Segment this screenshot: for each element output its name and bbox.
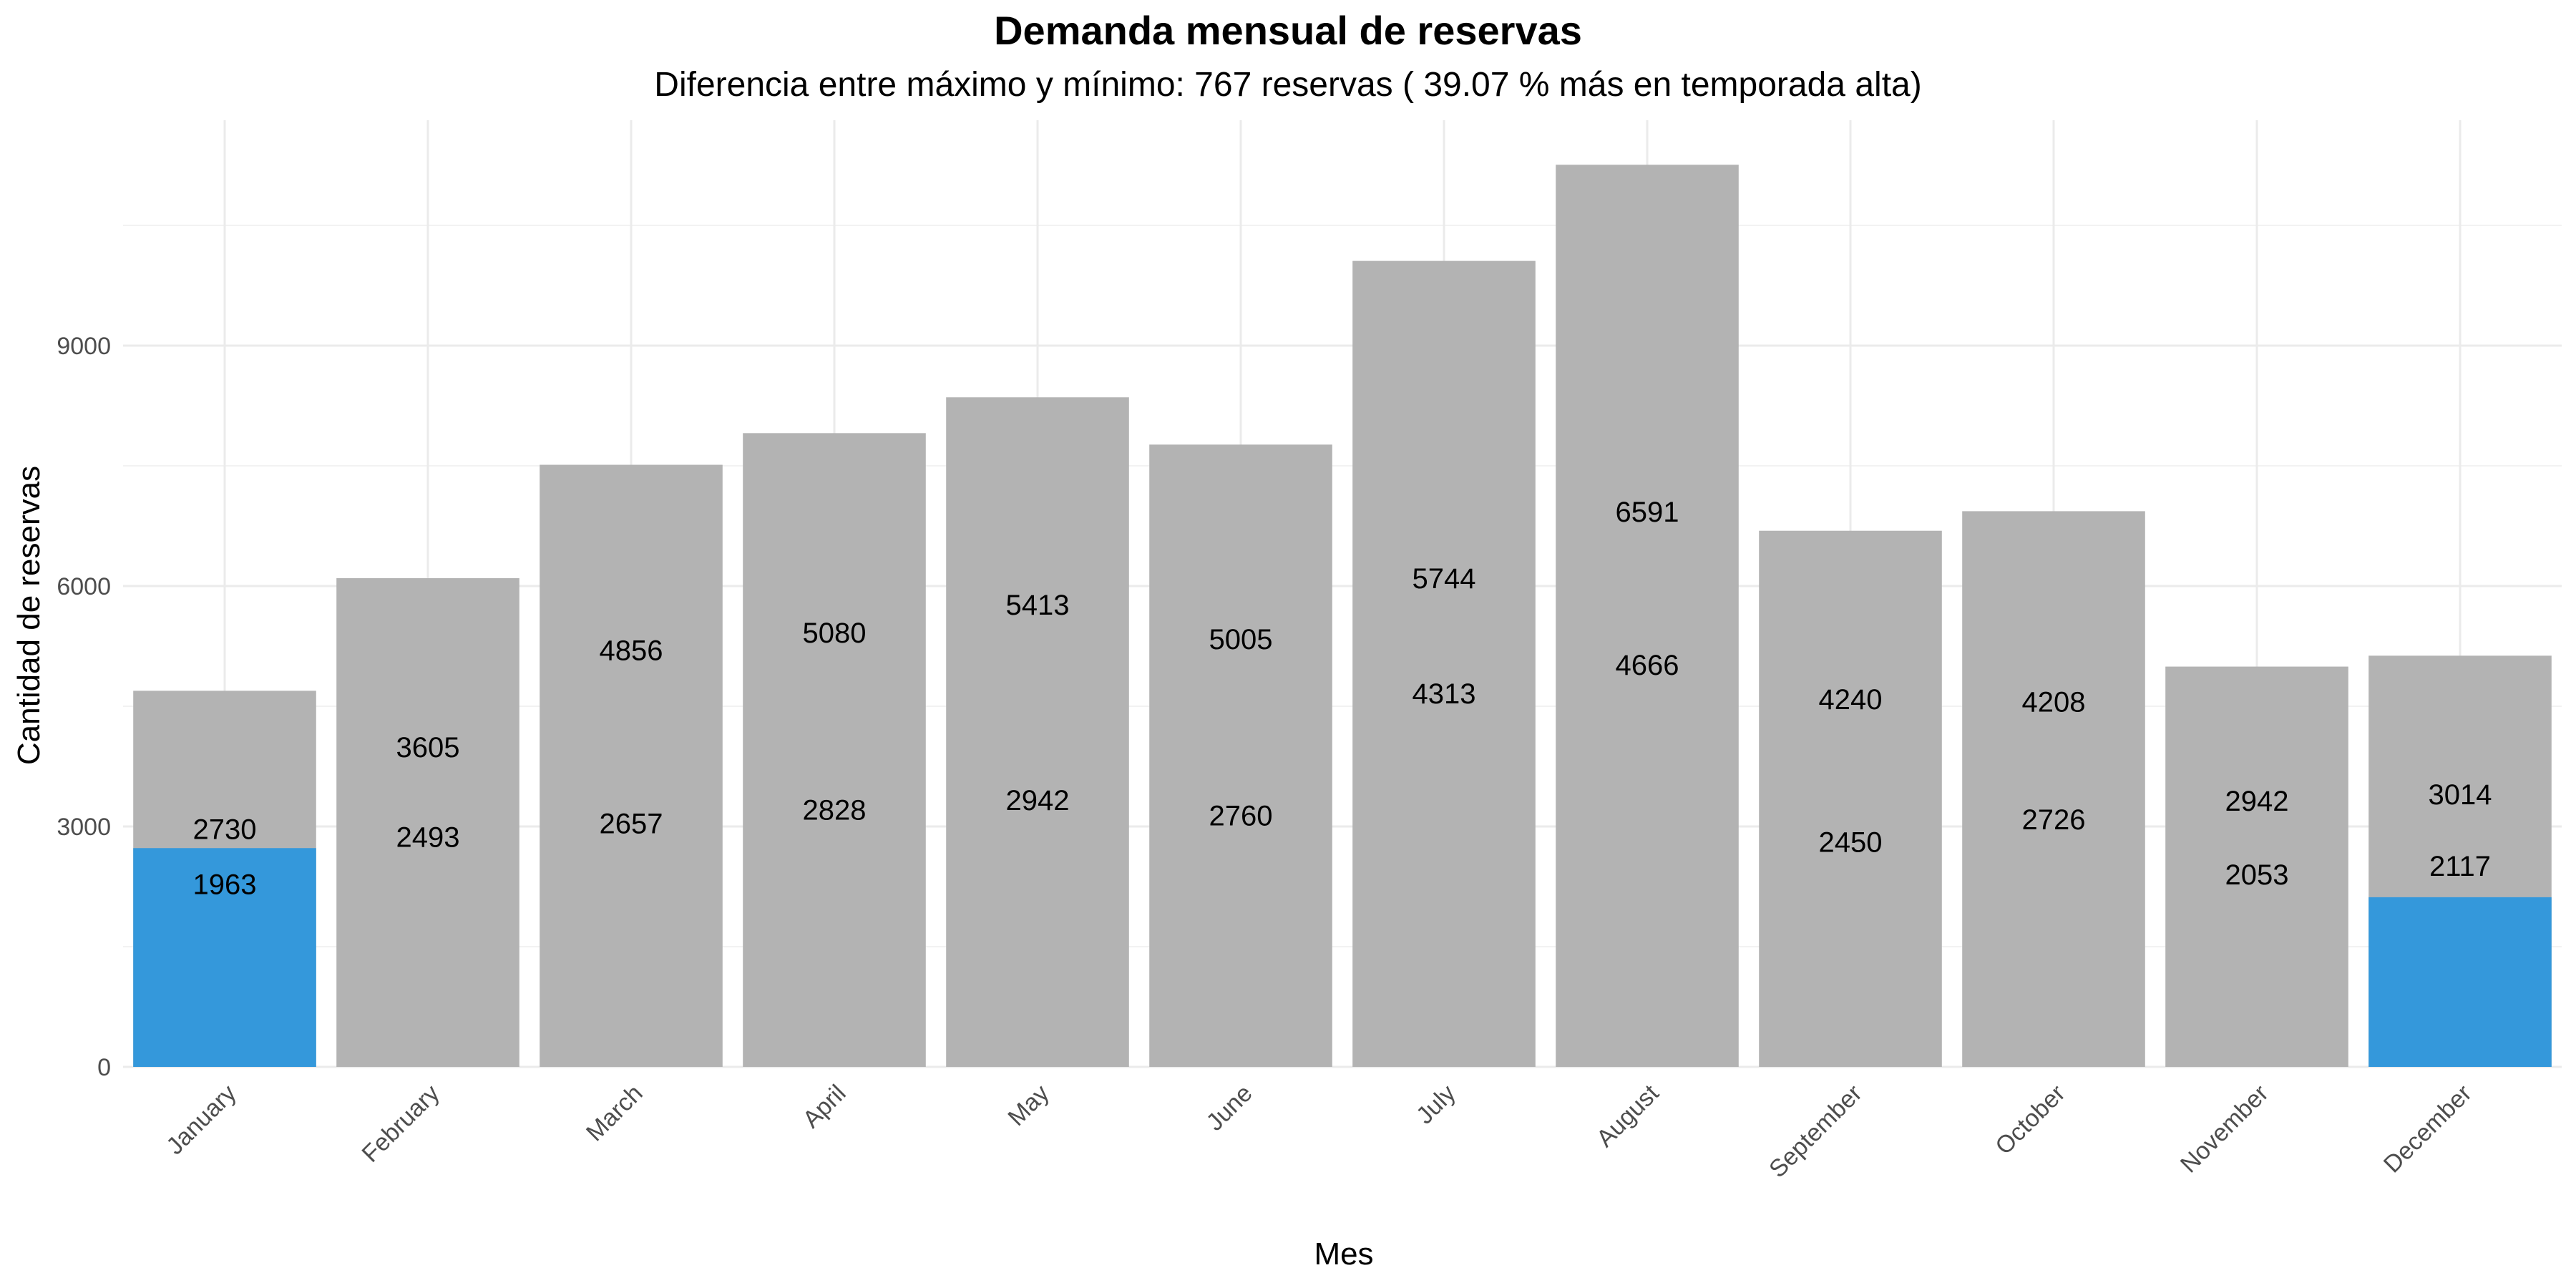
data-label: 4313 bbox=[1413, 678, 1476, 710]
data-label: 5080 bbox=[803, 618, 867, 649]
data-label: 2942 bbox=[1006, 785, 1070, 816]
data-label: 5744 bbox=[1413, 563, 1476, 595]
y-tick-label: 6000 bbox=[57, 573, 111, 600]
data-label: 2828 bbox=[803, 794, 867, 826]
x-tick-label: August bbox=[1591, 1079, 1664, 1152]
data-label: 2450 bbox=[1819, 826, 1883, 858]
bar-april bbox=[743, 433, 926, 1067]
x-tick-label: June bbox=[1201, 1080, 1258, 1136]
x-tick-label: December bbox=[2379, 1080, 2477, 1179]
x-tick-label: April bbox=[798, 1080, 852, 1133]
x-tick-label: May bbox=[1002, 1080, 1054, 1131]
data-label: 2726 bbox=[2022, 804, 2086, 836]
data-label: 6591 bbox=[1616, 497, 1679, 528]
x-tick-label: February bbox=[357, 1080, 445, 1168]
x-tick-label: September bbox=[1764, 1080, 1867, 1183]
bar-march bbox=[540, 464, 723, 1067]
data-label: 4208 bbox=[2022, 686, 2086, 718]
bar-november bbox=[2165, 666, 2348, 1067]
highlight-bar-december bbox=[2368, 897, 2552, 1067]
data-label: 4240 bbox=[1819, 684, 1883, 716]
data-label: 1963 bbox=[193, 869, 257, 901]
bar-august bbox=[1556, 165, 1739, 1067]
data-label: 4856 bbox=[600, 635, 663, 667]
x-tick-label: January bbox=[161, 1080, 241, 1160]
highlight-bar-january bbox=[133, 848, 316, 1067]
data-label: 3014 bbox=[2429, 779, 2492, 811]
chart-subtitle: Diferencia entre máximo y mínimo: 767 re… bbox=[654, 66, 1921, 104]
data-label: 2657 bbox=[600, 809, 663, 840]
data-label: 2942 bbox=[2225, 786, 2289, 817]
y-tick-label: 9000 bbox=[57, 333, 111, 360]
bar-february bbox=[336, 578, 519, 1067]
data-label: 2053 bbox=[2225, 859, 2289, 891]
data-label: 5413 bbox=[1006, 590, 1070, 621]
x-axis-title: Mes bbox=[1314, 1236, 1373, 1272]
bars bbox=[133, 165, 2552, 1068]
x-tick-label: November bbox=[2175, 1080, 2274, 1179]
y-tick-label: 0 bbox=[97, 1054, 111, 1081]
y-axis-ticks: 0 3000 6000 9000 bbox=[57, 333, 111, 1081]
data-label: 2730 bbox=[193, 814, 257, 845]
x-tick-label: July bbox=[1411, 1080, 1461, 1130]
data-label: 2493 bbox=[396, 822, 460, 854]
data-label: 2117 bbox=[2429, 851, 2491, 882]
highlight-bars bbox=[133, 848, 2552, 1067]
x-tick-label: March bbox=[581, 1080, 648, 1147]
data-label: 4666 bbox=[1616, 650, 1679, 681]
bar-october bbox=[1962, 511, 2145, 1067]
bar-may bbox=[946, 397, 1129, 1067]
data-label: 5005 bbox=[1209, 624, 1273, 655]
data-labels: 2730 1963 3605 2493 4856 2657 5080 2828 5413 2942… bbox=[193, 497, 2492, 901]
bar-july bbox=[1352, 260, 1536, 1068]
y-axis-title: Cantidad de reservas bbox=[11, 466, 47, 765]
x-tick-label: October bbox=[1990, 1080, 2070, 1160]
y-tick-label: 3000 bbox=[57, 814, 111, 841]
x-axis-ticks: January February March April May June July Augu… bbox=[161, 1079, 2477, 1183]
data-label: 3605 bbox=[396, 732, 460, 763]
chart-title: Demanda mensual de reservas bbox=[994, 8, 1582, 53]
bar-september bbox=[1759, 530, 1942, 1067]
data-label: 2760 bbox=[1209, 800, 1273, 831]
bar-june bbox=[1149, 444, 1332, 1067]
